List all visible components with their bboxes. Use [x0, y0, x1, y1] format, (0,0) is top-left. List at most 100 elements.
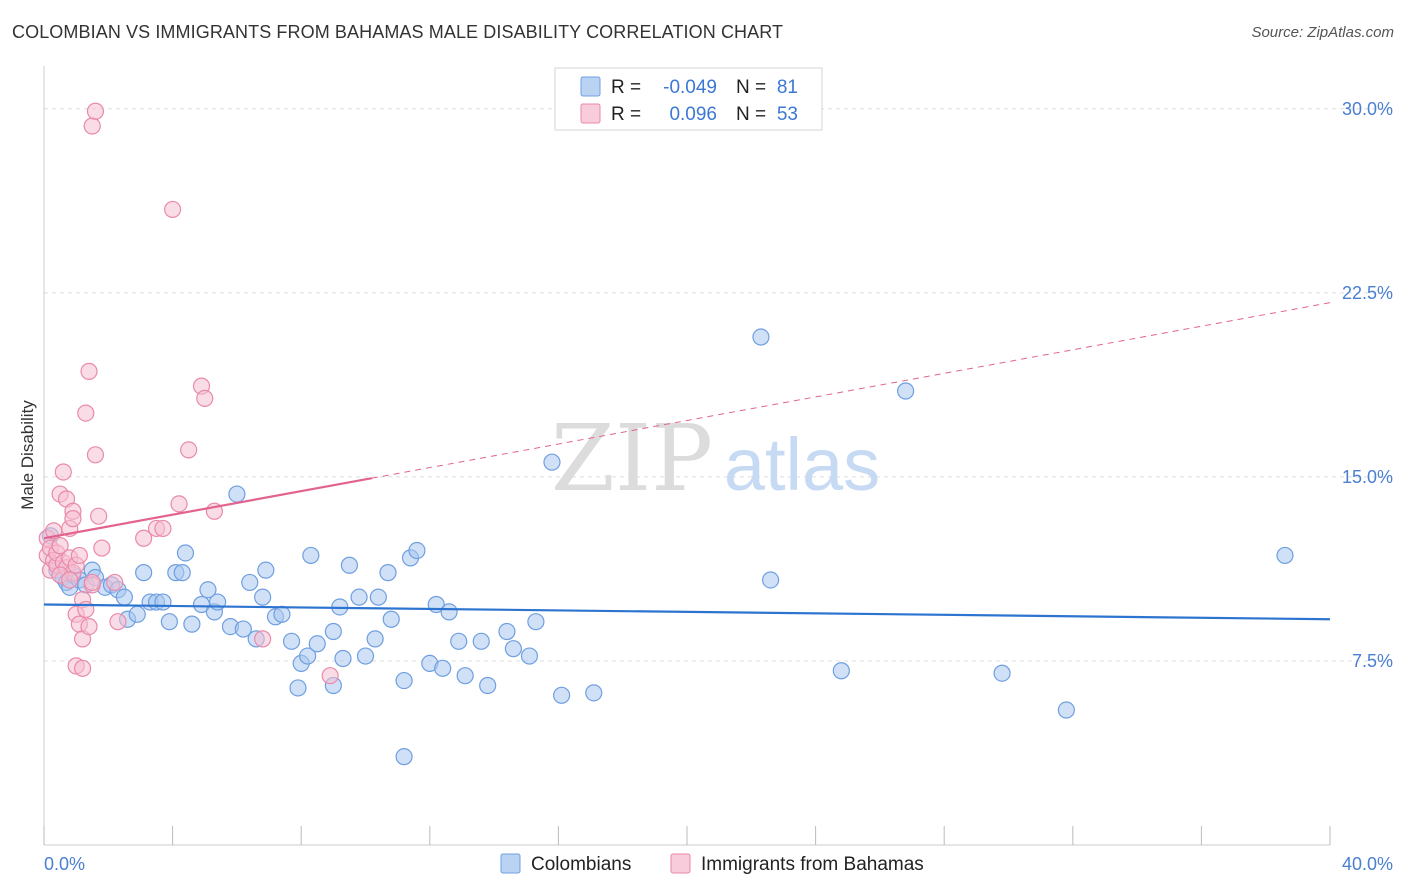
data-point: [520, 647, 539, 665]
data-point: [395, 748, 413, 766]
watermark-atlas: atlas: [724, 423, 880, 506]
watermark-zip: ZIP: [551, 405, 713, 512]
data-point: [752, 328, 770, 346]
legend-n-label: N =: [736, 104, 766, 125]
data-point: [183, 615, 201, 633]
legend-box: R = -0.049 N = 81 R = 0.096 N = 53: [554, 67, 823, 131]
data-point: [369, 588, 387, 606]
legend-n-label: N =: [736, 77, 766, 98]
x-tick-label: 0.0%: [44, 854, 85, 874]
data-point: [93, 539, 111, 557]
data-point: [289, 679, 307, 697]
data-point: [154, 519, 172, 538]
data-point: [504, 640, 522, 658]
data-point: [282, 632, 301, 650]
data-point: [234, 620, 252, 638]
data-point: [86, 102, 105, 120]
y-tick-label: 7.5%: [1352, 651, 1393, 671]
legend-r-value: -0.049: [663, 77, 717, 98]
data-point: [254, 630, 272, 648]
data-point: [135, 564, 153, 582]
data-point: [80, 617, 98, 636]
data-point: [324, 622, 342, 641]
y-tick-label: 22.5%: [1342, 283, 1393, 303]
legend-n-value: 53: [777, 104, 798, 125]
data-point: [228, 485, 246, 503]
bottom-legend: Colombians Immigrants from Bahamas: [500, 853, 924, 875]
trend-lines: [43, 302, 1331, 621]
legend-n-value: 81: [777, 77, 798, 98]
data-point: [456, 667, 474, 685]
data-point: [199, 581, 217, 599]
series-bahamas: [38, 102, 339, 685]
data-point: [1276, 546, 1294, 565]
data-point: [299, 647, 317, 665]
bottom-legend-swatch-colombians: [500, 853, 521, 874]
data-point: [395, 671, 413, 690]
data-point: [321, 667, 339, 685]
series-colombians: [41, 328, 1294, 766]
x-tick-label: 40.0%: [1342, 854, 1393, 874]
legend-r-label: R =: [611, 77, 641, 98]
watermark: ZIP atlas: [551, 405, 880, 512]
data-point: [170, 495, 188, 513]
data-point: [334, 649, 352, 668]
data-point: [450, 632, 468, 650]
data-point: [379, 564, 397, 582]
data-point: [350, 588, 368, 606]
data-point: [164, 200, 182, 219]
data-point: [180, 441, 198, 459]
data-point: [408, 541, 426, 560]
y-tick-labels: 7.5% 15.0% 22.5% 30.0%: [1342, 99, 1393, 671]
data-point: [64, 510, 82, 528]
data-point: [356, 647, 375, 665]
chart-title: COLOMBIAN VS IMMIGRANTS FROM BAHAMAS MAL…: [12, 22, 784, 42]
data-point: [498, 622, 516, 641]
data-point: [479, 676, 497, 695]
legend-r-value: 0.096: [669, 104, 717, 125]
data-point: [135, 529, 153, 547]
data-point: [308, 635, 326, 653]
y-tick-label: 30.0%: [1342, 99, 1393, 119]
data-point: [302, 546, 320, 565]
data-point: [54, 463, 72, 481]
bottom-legend-bahamas: Immigrants from Bahamas: [701, 854, 924, 875]
data-point: [80, 362, 98, 380]
legend-swatch-colombians: [580, 76, 601, 97]
data-point: [257, 561, 275, 579]
trend-line: [43, 477, 373, 540]
trend-line-extension: [371, 302, 1331, 479]
data-point: [440, 603, 458, 621]
bottom-legend-swatch-bahamas: [670, 853, 691, 874]
data-point: [897, 382, 915, 400]
data-point: [832, 662, 850, 680]
data-point: [70, 546, 88, 565]
source-label: Source: ZipAtlas.com: [1251, 24, 1394, 41]
data-point: [61, 571, 79, 589]
y-tick-label: 15.0%: [1342, 467, 1393, 487]
data-point: [585, 684, 603, 702]
data-point: [173, 564, 191, 582]
data-point: [472, 632, 490, 650]
data-point: [382, 610, 400, 628]
trend-line: [43, 603, 1331, 621]
data-point: [340, 556, 359, 574]
data-point: [527, 613, 545, 631]
data-point: [241, 573, 259, 592]
data-point: [553, 686, 571, 704]
data-point: [77, 404, 95, 422]
bottom-legend-colombians: Colombians: [531, 854, 631, 875]
data-point: [86, 446, 105, 464]
data-point: [154, 593, 172, 611]
legend-r-label: R =: [611, 104, 641, 125]
data-point: [176, 544, 195, 562]
data-point: [196, 389, 214, 407]
data-point: [434, 659, 452, 677]
data-point: [90, 507, 108, 525]
x-tick-labels: 0.0% 40.0%: [44, 854, 1393, 874]
data-point: [83, 117, 101, 135]
data-point: [115, 588, 133, 606]
data-point: [993, 664, 1011, 682]
data-point: [109, 613, 127, 631]
